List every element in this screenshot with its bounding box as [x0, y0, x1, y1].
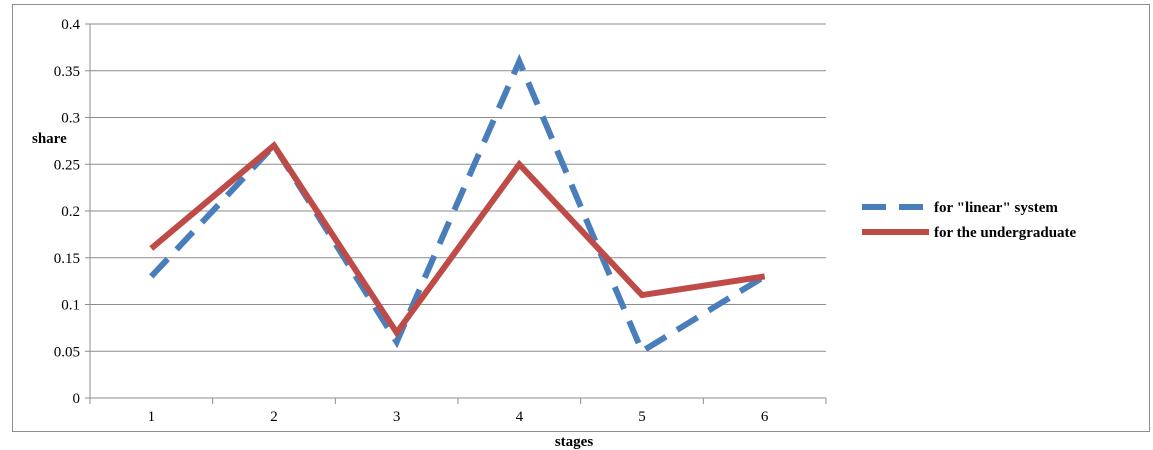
y-tick-label-0: 0: [73, 391, 81, 407]
grid-lines: [90, 23, 826, 352]
y-tick-label-7: 0.35: [54, 64, 80, 80]
y-tick-label-1: 0.05: [54, 344, 80, 360]
x-tick-labels: 1 2 3 4 5 6: [148, 409, 769, 425]
legend-label-1: for the undergraduate: [934, 225, 1077, 241]
chart-frame: [12, 4, 1150, 432]
y-tick-label-6: 0.3: [61, 111, 80, 127]
y-tick-label-5: 0.25: [54, 157, 80, 173]
series-line-0: [149, 53, 767, 356]
x-tick-label-4: 5: [638, 409, 646, 425]
x-tick-label-5: 6: [761, 409, 769, 425]
y-tick-label-2: 0.1: [61, 298, 80, 314]
axes: [85, 23, 827, 404]
y-axis-title: share: [32, 131, 67, 147]
x-tick-label-2: 3: [393, 409, 401, 425]
series-line-1: [149, 141, 766, 338]
x-tick-label-0: 1: [148, 409, 156, 425]
x-tick-label-3: 4: [516, 409, 524, 425]
legend: for "linear" system for the undergraduate: [862, 200, 1077, 241]
x-axis-title: stages: [555, 434, 593, 450]
y-tick-labels: 0 0.05 0.1 0.15 0.2 0.25 0.3 0.35 0.4: [54, 17, 81, 407]
legend-label-0: for "linear" system: [934, 200, 1058, 216]
x-tick-label-1: 2: [270, 409, 278, 425]
series-lines: [149, 53, 767, 356]
y-tick-label-4: 0.2: [61, 204, 80, 220]
y-tick-label-8: 0.4: [61, 17, 80, 33]
y-tick-label-3: 0.15: [54, 251, 80, 267]
